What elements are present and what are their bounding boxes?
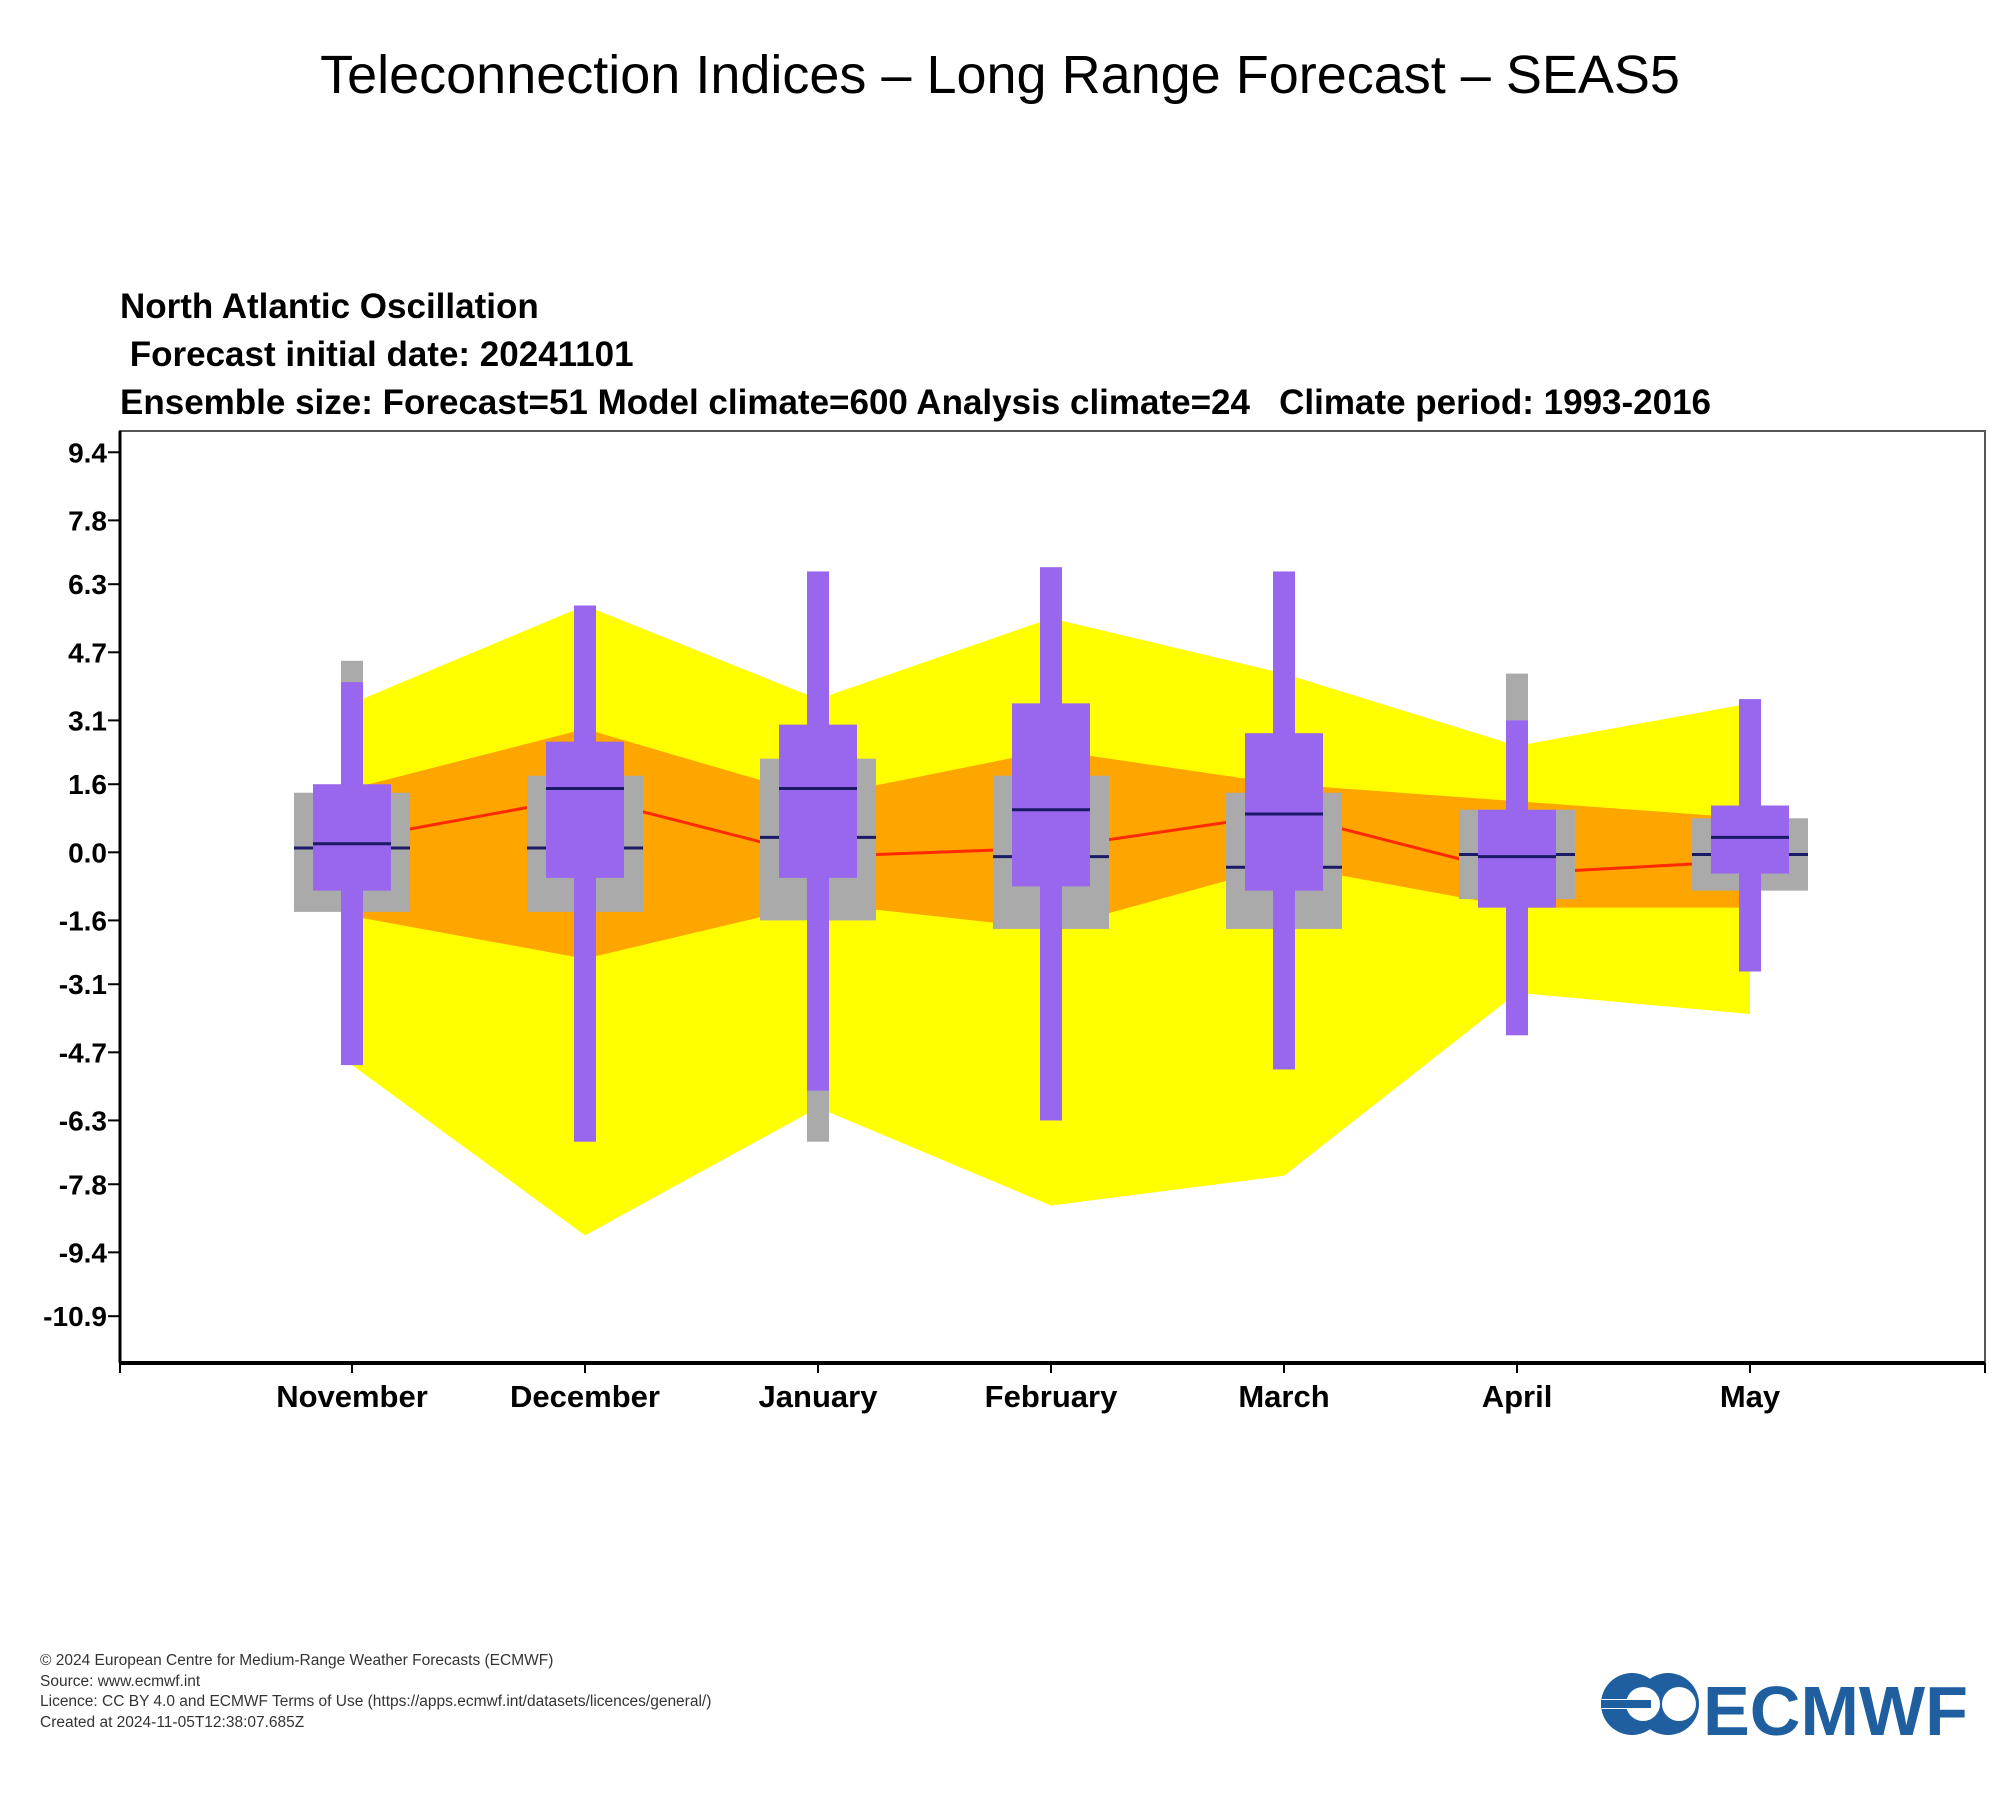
- y-tick-label: -6.3: [59, 1105, 107, 1136]
- y-tick-label: -1.6: [59, 905, 107, 936]
- forecast-box-april: [1478, 809, 1556, 908]
- x-tick-label-april: April: [1482, 1379, 1553, 1414]
- created-text: Created at 2024-11-05T12:38:07.685Z: [40, 1713, 305, 1731]
- y-tick-label: 7.8: [68, 505, 107, 536]
- x-tick-label-january: January: [759, 1379, 879, 1414]
- forecast-box-february: [1012, 703, 1090, 887]
- y-tick-label: 9.4: [68, 437, 107, 468]
- forecast-box-march: [1245, 733, 1323, 891]
- chart-title-line-1: North Atlantic Oscillation: [120, 287, 539, 326]
- forecast-box-january: [779, 724, 857, 878]
- x-tick-label-november: November: [276, 1379, 428, 1414]
- ecmwf-logo-text: ECMWF: [1703, 1672, 1968, 1750]
- y-tick-label: 1.6: [68, 769, 107, 800]
- chart-title-line-3: Ensemble size: Forecast=51 Model climate…: [120, 383, 1711, 422]
- y-tick-label: -10.9: [43, 1301, 107, 1332]
- y-tick-label: 4.7: [68, 637, 107, 668]
- y-tick-label: -4.7: [59, 1037, 107, 1068]
- y-tick-label: 0.0: [68, 837, 107, 868]
- licence-text: Licence: CC BY 4.0 and ECMWF Terms of Us…: [40, 1693, 712, 1710]
- y-tick-label: 3.1: [68, 705, 107, 736]
- nao-chart: North Atlantic Oscillation Forecast init…: [43, 287, 1986, 1414]
- y-tick-label: -3.1: [59, 969, 107, 1000]
- forecast-box-december: [546, 741, 624, 878]
- ecmwf-logo: ECMWF: [1595, 1672, 1968, 1750]
- footer: © 2024 European Centre for Medium-Range …: [40, 1651, 711, 1733]
- chart-title-line-2: Forecast initial date: 20241101: [120, 335, 634, 374]
- y-tick-label: 6.3: [68, 569, 107, 600]
- y-tick-label: -7.8: [59, 1169, 107, 1200]
- page-title: Teleconnection Indices – Long Range Fore…: [320, 45, 1680, 105]
- x-tick-label-may: May: [1720, 1379, 1781, 1414]
- forecast-box-november: [313, 784, 391, 891]
- forecast-box-may: [1711, 805, 1789, 874]
- x-tick-label-march: March: [1238, 1379, 1329, 1414]
- y-tick-label: -9.4: [59, 1237, 108, 1268]
- ecmwf-logo-icon: [1595, 1673, 1699, 1735]
- x-tick-label-february: February: [985, 1379, 1118, 1414]
- source-text: Source: www.ecmwf.int: [40, 1672, 201, 1690]
- copyright-text: © 2024 European Centre for Medium-Range …: [40, 1652, 554, 1669]
- x-tick-label-december: December: [510, 1379, 660, 1414]
